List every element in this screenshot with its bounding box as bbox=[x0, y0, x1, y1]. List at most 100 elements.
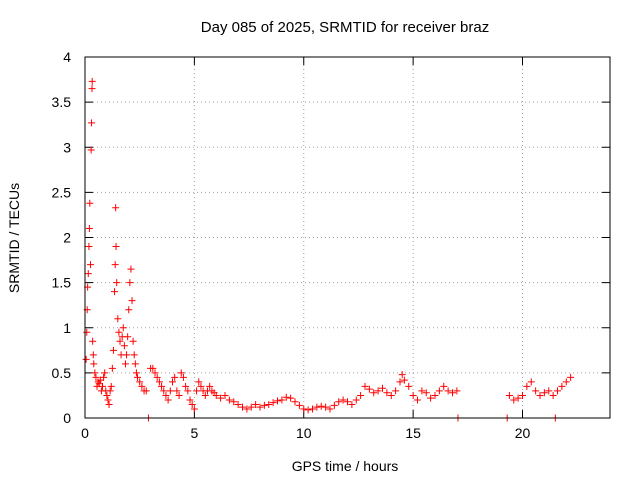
data-point-marker bbox=[387, 391, 395, 399]
data-point-marker bbox=[149, 364, 157, 372]
data-point-marker bbox=[91, 369, 99, 377]
data-point-marker bbox=[84, 270, 92, 278]
data-point-marker bbox=[83, 328, 91, 336]
data-point-marker bbox=[379, 384, 386, 392]
data-point-marker bbox=[121, 360, 129, 368]
y-tick-label: 1 bbox=[63, 320, 71, 336]
y-tick-label: 0 bbox=[63, 410, 71, 426]
data-point-marker bbox=[109, 346, 117, 354]
data-point-marker bbox=[335, 398, 343, 406]
data-point-marker bbox=[128, 297, 136, 305]
data-point-marker bbox=[554, 387, 561, 395]
data-point-marker bbox=[92, 373, 100, 381]
data-point-marker bbox=[115, 328, 123, 336]
data-point-marker bbox=[365, 385, 373, 393]
data-point-marker bbox=[562, 378, 570, 386]
data-point-marker bbox=[89, 337, 97, 345]
data-point-marker bbox=[188, 400, 196, 408]
data-point-marker bbox=[131, 360, 139, 368]
data-point-marker bbox=[155, 378, 163, 386]
data-point-marker bbox=[193, 387, 201, 395]
data-point-marker bbox=[295, 401, 303, 409]
data-point-marker bbox=[101, 369, 109, 377]
data-point-marker bbox=[449, 389, 456, 397]
data-point-marker bbox=[164, 396, 172, 404]
data-point-marker bbox=[88, 77, 96, 85]
data-point-marker bbox=[532, 387, 540, 395]
data-point-marker bbox=[400, 376, 408, 384]
data-point-marker bbox=[269, 399, 277, 407]
x-tick-label: 15 bbox=[405, 425, 421, 441]
data-point-marker bbox=[119, 324, 127, 332]
data-point-marker bbox=[169, 378, 176, 386]
chart-title: Day 085 of 2025, SRMTID for receiver bra… bbox=[201, 19, 489, 36]
data-point-marker bbox=[120, 342, 128, 350]
data-point-marker bbox=[88, 119, 96, 127]
data-point-marker bbox=[126, 279, 134, 287]
data-point-marker bbox=[435, 387, 443, 395]
data-point-marker bbox=[260, 401, 268, 409]
data-point-marker bbox=[103, 391, 111, 399]
data-point-marker bbox=[105, 400, 113, 408]
data-point-marker bbox=[527, 378, 535, 386]
data-point-marker bbox=[422, 389, 430, 397]
data-point-marker bbox=[256, 403, 264, 411]
data-point-marker bbox=[519, 391, 526, 399]
data-point-marker bbox=[138, 382, 146, 390]
data-point-marker bbox=[125, 306, 133, 314]
data-point-marker bbox=[549, 391, 557, 399]
data-point-marker bbox=[89, 351, 97, 359]
data-point-marker bbox=[383, 389, 391, 397]
y-tick-label: 2.5 bbox=[52, 184, 72, 200]
data-point-marker bbox=[182, 382, 190, 390]
data-point-marker bbox=[291, 398, 299, 406]
data-point-marker bbox=[287, 394, 295, 402]
data-point-marker bbox=[184, 387, 192, 395]
data-point-marker bbox=[85, 224, 93, 232]
data-point-marker bbox=[357, 391, 365, 399]
data-point-marker bbox=[190, 405, 198, 413]
data-point-marker bbox=[374, 387, 382, 395]
data-point-marker bbox=[108, 364, 116, 372]
data-point-marker bbox=[505, 391, 513, 399]
data-point-marker bbox=[82, 355, 90, 363]
data-point-marker bbox=[282, 393, 290, 401]
data-point-marker bbox=[85, 243, 93, 251]
data-point-marker bbox=[86, 261, 94, 269]
data-point-marker bbox=[114, 315, 122, 323]
data-point-marker bbox=[111, 288, 119, 296]
data-point-marker bbox=[252, 400, 260, 408]
data-point-marker bbox=[243, 405, 251, 413]
data-point-marker bbox=[127, 265, 135, 273]
data-point-marker bbox=[317, 402, 325, 410]
tick-labels: 0 0.5 1 1.5 2 2.5 3 3.5 4 0 5 10 15 20 bbox=[52, 49, 531, 441]
data-point-marker bbox=[326, 405, 334, 413]
data-point-marker bbox=[99, 382, 106, 390]
data-point-marker bbox=[396, 378, 404, 386]
data-point-marker bbox=[418, 387, 426, 395]
data-point-marker bbox=[265, 400, 273, 408]
data-point-marker bbox=[239, 403, 246, 411]
y-tick-label: 4 bbox=[63, 49, 71, 65]
data-point-marker bbox=[440, 382, 448, 390]
data-point-marker bbox=[304, 406, 312, 414]
data-point-marker bbox=[186, 396, 194, 404]
data-point-marker bbox=[234, 400, 242, 408]
data-point-marker bbox=[116, 337, 124, 345]
y-tick-label: 1.5 bbox=[52, 275, 72, 291]
data-point-marker bbox=[162, 391, 170, 399]
x-axis-label: GPS time / hours bbox=[292, 458, 399, 474]
data-point-marker bbox=[510, 396, 518, 404]
data-point-marker bbox=[130, 351, 138, 359]
data-point-marker bbox=[247, 403, 255, 411]
data-point-marker bbox=[113, 279, 121, 287]
data-point-marker bbox=[111, 261, 119, 269]
grid-lines bbox=[85, 57, 610, 418]
data-point-marker bbox=[177, 369, 185, 377]
data-point-marker bbox=[112, 243, 120, 251]
axis-ticks bbox=[84, 56, 610, 419]
data-point-marker bbox=[414, 396, 421, 404]
plot-frame bbox=[84, 56, 611, 419]
data-point-marker bbox=[123, 351, 131, 359]
